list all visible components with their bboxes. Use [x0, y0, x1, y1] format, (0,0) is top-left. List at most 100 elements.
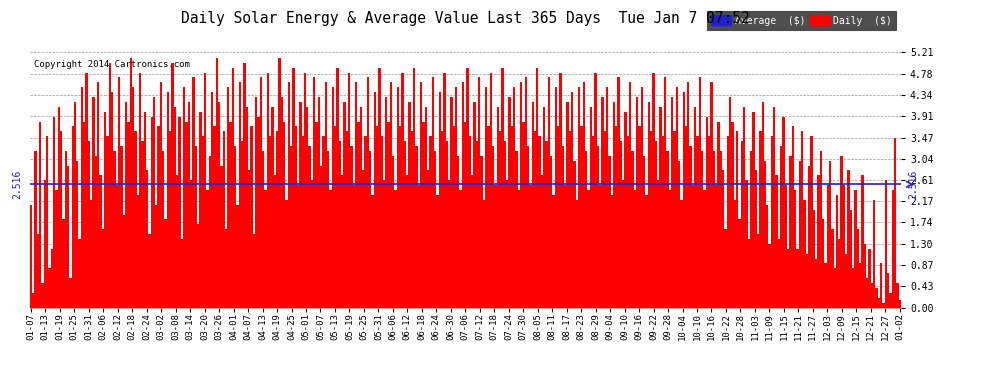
Bar [863, 244, 866, 308]
Bar [197, 224, 199, 308]
Bar [364, 136, 366, 308]
Bar [492, 146, 494, 308]
Bar [344, 102, 346, 308]
Bar [557, 126, 559, 308]
Bar [632, 151, 634, 308]
Bar [83, 122, 85, 308]
Bar [880, 264, 882, 308]
Bar [590, 107, 592, 307]
Bar [666, 151, 668, 308]
Bar [780, 146, 782, 308]
Bar [625, 112, 627, 308]
Bar [355, 82, 357, 308]
Bar [246, 107, 248, 307]
Bar [841, 156, 842, 308]
Bar [668, 190, 671, 308]
Bar [836, 195, 839, 308]
Bar [825, 264, 827, 308]
Bar [69, 278, 71, 308]
Bar [171, 63, 173, 308]
Bar [62, 219, 64, 308]
Bar [411, 131, 413, 308]
Bar [547, 78, 550, 308]
Bar [30, 205, 32, 308]
Bar [601, 97, 604, 308]
Bar [745, 180, 747, 308]
Bar [430, 136, 432, 308]
Bar [446, 141, 447, 308]
Bar [380, 136, 383, 308]
Bar [164, 219, 166, 308]
Text: 2.516: 2.516 [13, 170, 23, 199]
Bar [682, 92, 685, 308]
Bar [109, 63, 111, 308]
Bar [882, 303, 885, 307]
Bar [373, 92, 376, 308]
Bar [55, 190, 57, 308]
Bar [720, 151, 722, 308]
Bar [334, 126, 337, 308]
Bar [587, 190, 590, 308]
Text: Daily Solar Energy & Average Value Last 365 Days  Tue Jan 7 07:52: Daily Solar Energy & Average Value Last … [181, 11, 749, 26]
Bar [827, 185, 829, 308]
Bar [309, 146, 311, 308]
Bar [390, 82, 392, 308]
Bar [722, 171, 725, 308]
Bar [121, 146, 123, 308]
Bar [218, 102, 220, 308]
Bar [727, 136, 729, 308]
Bar [49, 268, 50, 308]
Bar [416, 146, 418, 308]
Bar [332, 87, 334, 308]
Bar [485, 87, 487, 308]
Bar [78, 239, 81, 308]
Bar [359, 107, 362, 307]
Bar [499, 131, 501, 308]
Bar [618, 78, 620, 308]
Bar [613, 102, 615, 308]
Bar [155, 205, 157, 308]
Bar [680, 200, 682, 308]
Bar [362, 171, 364, 308]
Bar [225, 229, 227, 308]
Bar [820, 151, 822, 308]
Bar [264, 190, 266, 308]
Bar [144, 112, 146, 308]
Bar [469, 136, 471, 308]
Bar [541, 176, 544, 308]
Bar [454, 87, 457, 308]
Bar [487, 126, 490, 308]
Bar [383, 180, 385, 308]
Bar [508, 97, 511, 308]
Bar [42, 283, 44, 308]
Bar [664, 78, 666, 308]
Bar [715, 185, 718, 308]
Bar [759, 131, 761, 308]
Bar [713, 151, 715, 308]
Bar [525, 78, 527, 308]
Bar [654, 141, 657, 308]
Bar [657, 180, 659, 308]
Bar [490, 73, 492, 308]
Bar [285, 200, 287, 308]
Bar [464, 122, 466, 308]
Bar [223, 131, 225, 308]
Bar [711, 82, 713, 308]
Bar [204, 73, 206, 308]
Bar [544, 107, 545, 307]
Bar [423, 122, 425, 308]
Bar [135, 131, 137, 308]
Bar [104, 112, 106, 308]
Bar [796, 249, 799, 308]
Bar [188, 102, 190, 308]
Bar [641, 87, 644, 308]
Bar [357, 122, 359, 308]
Bar [166, 92, 169, 308]
Bar [894, 138, 896, 308]
Bar [327, 151, 330, 308]
Bar [764, 160, 766, 308]
Bar [206, 190, 209, 308]
Bar [378, 68, 380, 308]
Bar [545, 141, 547, 308]
Bar [661, 136, 664, 308]
